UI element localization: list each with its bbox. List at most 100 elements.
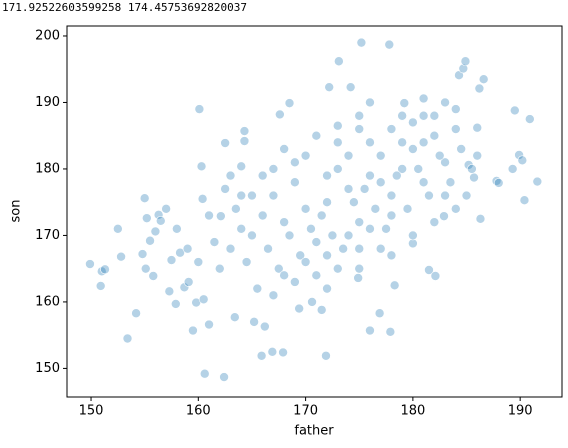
point <box>284 230 295 241</box>
point <box>219 372 229 382</box>
point <box>172 223 182 234</box>
point <box>122 333 133 344</box>
point <box>509 105 520 116</box>
point <box>469 172 479 183</box>
point <box>359 184 370 194</box>
point <box>429 130 440 141</box>
point <box>142 213 152 223</box>
point <box>386 250 397 261</box>
point <box>290 277 300 287</box>
point <box>241 257 252 267</box>
point <box>85 259 95 269</box>
point <box>216 211 226 221</box>
point <box>334 56 344 67</box>
point <box>231 204 241 214</box>
point <box>155 216 166 226</box>
point <box>279 144 289 154</box>
point <box>338 243 348 254</box>
point <box>418 93 429 104</box>
point <box>519 195 530 205</box>
point <box>300 257 311 267</box>
point <box>467 164 477 174</box>
point <box>343 150 354 161</box>
point <box>353 273 363 283</box>
point <box>257 170 268 181</box>
point <box>389 280 400 291</box>
point <box>418 137 429 148</box>
point <box>204 319 214 330</box>
point <box>332 164 343 174</box>
point <box>267 346 278 357</box>
point <box>413 164 424 174</box>
point <box>386 124 397 134</box>
point <box>311 237 322 247</box>
plot-frame <box>66 25 563 398</box>
point <box>450 124 461 134</box>
point <box>220 138 230 148</box>
point <box>408 144 418 154</box>
point <box>249 317 259 327</box>
point <box>194 104 205 114</box>
point <box>284 98 295 108</box>
point <box>322 250 332 261</box>
point <box>356 37 367 48</box>
point <box>236 161 247 172</box>
point <box>95 281 106 291</box>
point <box>279 217 289 227</box>
point <box>460 56 471 67</box>
point <box>354 110 365 121</box>
point <box>113 223 123 234</box>
point <box>300 204 311 214</box>
point <box>161 204 171 214</box>
point <box>408 117 418 128</box>
point <box>322 170 332 181</box>
point <box>273 263 284 274</box>
point <box>182 243 193 254</box>
point <box>252 283 263 294</box>
point <box>188 325 198 336</box>
point <box>430 271 441 281</box>
point <box>385 327 396 337</box>
point <box>408 238 418 249</box>
point <box>345 82 356 92</box>
point <box>375 177 386 188</box>
point <box>204 210 214 221</box>
point <box>399 98 410 108</box>
point <box>153 210 164 220</box>
point <box>445 177 456 188</box>
point <box>214 263 225 274</box>
point <box>384 39 395 50</box>
y-tick-label: 190 <box>35 95 60 110</box>
point <box>408 230 418 241</box>
point <box>150 226 161 237</box>
point <box>321 350 331 361</box>
point <box>307 297 317 307</box>
point <box>193 257 204 267</box>
point <box>327 230 338 241</box>
point <box>514 150 524 160</box>
point <box>472 150 483 161</box>
point <box>295 250 306 261</box>
point <box>225 170 236 181</box>
point <box>199 368 210 379</box>
point <box>424 190 434 201</box>
point <box>197 194 208 204</box>
point <box>397 137 407 148</box>
printed-output: 171.92522603599258 174.45753692820037 <box>2 1 247 14</box>
point <box>198 294 209 305</box>
point <box>322 283 332 294</box>
point <box>440 157 450 168</box>
point <box>440 190 450 201</box>
point <box>170 299 181 309</box>
point <box>374 308 385 319</box>
point <box>370 204 381 214</box>
point <box>290 157 300 168</box>
x-tick-label: 190 <box>508 404 533 419</box>
point <box>365 97 375 108</box>
point <box>461 190 472 201</box>
point <box>440 97 450 108</box>
point <box>354 263 365 274</box>
point <box>145 235 155 246</box>
point <box>402 204 413 214</box>
point <box>196 161 207 172</box>
